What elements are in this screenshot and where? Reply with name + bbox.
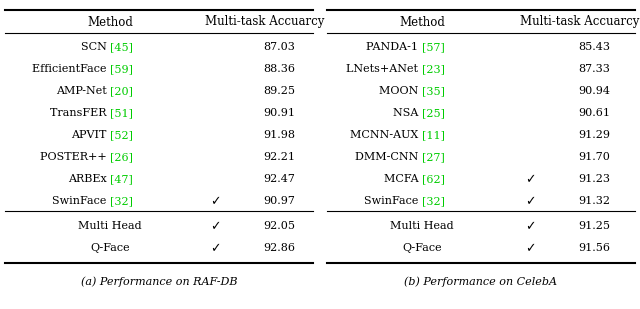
Text: [59]: [59] (110, 64, 133, 74)
Text: ✓: ✓ (525, 220, 535, 233)
Text: MCFA: MCFA (384, 174, 422, 184)
Text: [51]: [51] (110, 108, 133, 118)
Text: NSA: NSA (393, 108, 422, 118)
Text: SCN: SCN (81, 42, 110, 52)
Text: DMM-CNN: DMM-CNN (355, 152, 422, 162)
Text: 90.94: 90.94 (578, 86, 610, 96)
Text: 92.86: 92.86 (263, 243, 295, 253)
Text: Multi Head: Multi Head (390, 222, 454, 231)
Text: SwinFace: SwinFace (364, 196, 422, 206)
Text: (b) Performance on CelebA: (b) Performance on CelebA (404, 277, 557, 287)
Text: Multi Head: Multi Head (78, 222, 142, 231)
Text: 90.61: 90.61 (578, 108, 610, 118)
Text: ✓: ✓ (525, 242, 535, 255)
Text: TransFER: TransFER (50, 108, 110, 118)
Text: ✓: ✓ (210, 242, 220, 255)
Text: ARBEx: ARBEx (68, 174, 110, 184)
Text: Q-Face: Q-Face (402, 243, 442, 253)
Text: 91.25: 91.25 (578, 222, 610, 231)
Text: [26]: [26] (110, 152, 133, 162)
Text: Method: Method (399, 15, 445, 28)
Text: 91.29: 91.29 (578, 130, 610, 140)
Text: Multi-task Accuarcy: Multi-task Accuarcy (520, 15, 640, 28)
Text: ✓: ✓ (525, 195, 535, 208)
Text: ✓: ✓ (210, 195, 220, 208)
Text: POSTER++: POSTER++ (40, 152, 110, 162)
Text: APVIT: APVIT (71, 130, 110, 140)
Text: [27]: [27] (422, 152, 445, 162)
Text: 90.91: 90.91 (263, 108, 295, 118)
Text: [20]: [20] (110, 86, 133, 96)
Text: [57]: [57] (422, 42, 445, 52)
Text: 85.43: 85.43 (578, 42, 610, 52)
Text: 91.32: 91.32 (578, 196, 610, 206)
Text: 90.97: 90.97 (263, 196, 295, 206)
Text: 87.03: 87.03 (263, 42, 295, 52)
Text: [47]: [47] (110, 174, 133, 184)
Text: MOON: MOON (379, 86, 422, 96)
Text: ✓: ✓ (210, 220, 220, 233)
Text: Method: Method (87, 15, 133, 28)
Text: AMP-Net: AMP-Net (56, 86, 110, 96)
Text: 92.21: 92.21 (263, 152, 295, 162)
Text: 91.56: 91.56 (578, 243, 610, 253)
Text: MCNN-AUX: MCNN-AUX (350, 130, 422, 140)
Text: 92.05: 92.05 (263, 222, 295, 231)
Text: [23]: [23] (422, 64, 445, 74)
Text: Multi-task Accuarcy: Multi-task Accuarcy (205, 15, 324, 28)
Text: [52]: [52] (110, 130, 133, 140)
Text: EfficientFace: EfficientFace (32, 64, 110, 74)
Text: [62]: [62] (422, 174, 445, 184)
Text: 91.23: 91.23 (578, 174, 610, 184)
Text: [35]: [35] (422, 86, 445, 96)
Text: Q-Face: Q-Face (90, 243, 130, 253)
Text: ✓: ✓ (525, 173, 535, 186)
Text: (a) Performance on RAF-DB: (a) Performance on RAF-DB (81, 277, 237, 287)
Text: [25]: [25] (422, 108, 445, 118)
Text: SwinFace: SwinFace (52, 196, 110, 206)
Text: LNets+ANet: LNets+ANet (346, 64, 422, 74)
Text: 92.47: 92.47 (263, 174, 295, 184)
Text: [32]: [32] (110, 196, 133, 206)
Text: 87.33: 87.33 (578, 64, 610, 74)
Text: 91.70: 91.70 (578, 152, 610, 162)
Text: 89.25: 89.25 (263, 86, 295, 96)
Text: [45]: [45] (110, 42, 133, 52)
Text: [32]: [32] (422, 196, 445, 206)
Text: PANDA-1: PANDA-1 (367, 42, 422, 52)
Text: 88.36: 88.36 (263, 64, 295, 74)
Text: [11]: [11] (422, 130, 445, 140)
Text: 91.98: 91.98 (263, 130, 295, 140)
